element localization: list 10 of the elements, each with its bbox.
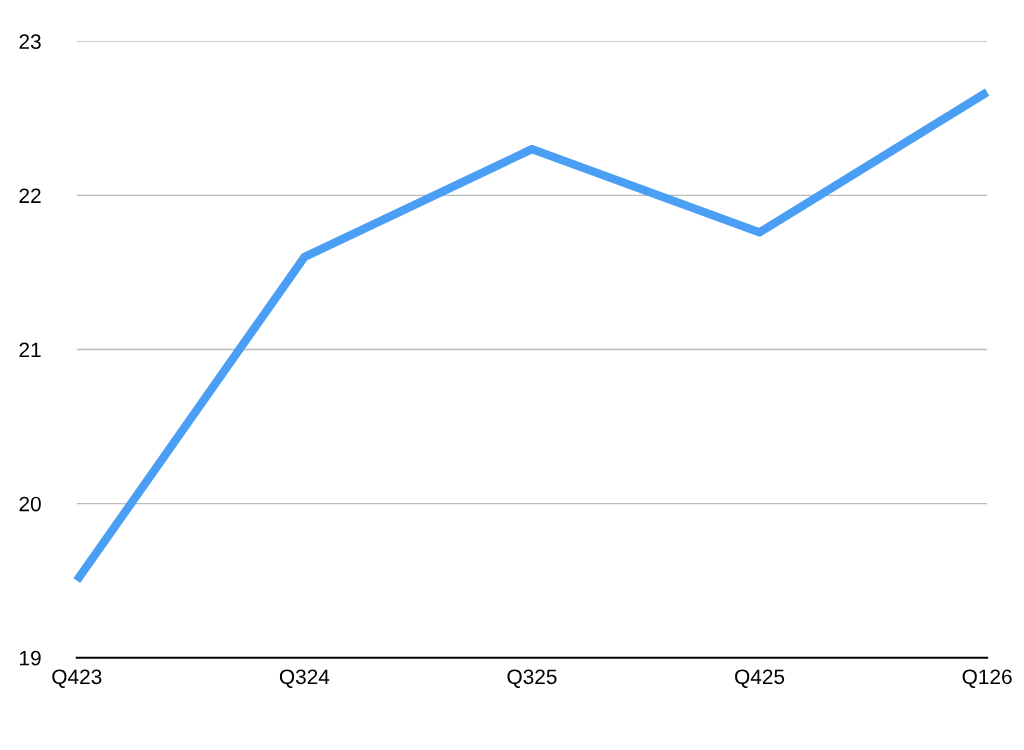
x-tick-label: Q324: [279, 669, 330, 688]
x-tick-label: Q325: [507, 669, 557, 688]
x-tick-label: Q423: [52, 669, 102, 688]
y-tick-label: 20: [19, 496, 41, 512]
x-tick-label: Q126: [962, 669, 1012, 688]
y-tick-label: 19: [20, 650, 41, 666]
x-tick-label: Q425: [735, 669, 785, 688]
y-tick-label: 21: [19, 342, 41, 358]
y-tick-label: 22: [19, 188, 41, 203]
y-tick-label: 23: [19, 34, 41, 49]
